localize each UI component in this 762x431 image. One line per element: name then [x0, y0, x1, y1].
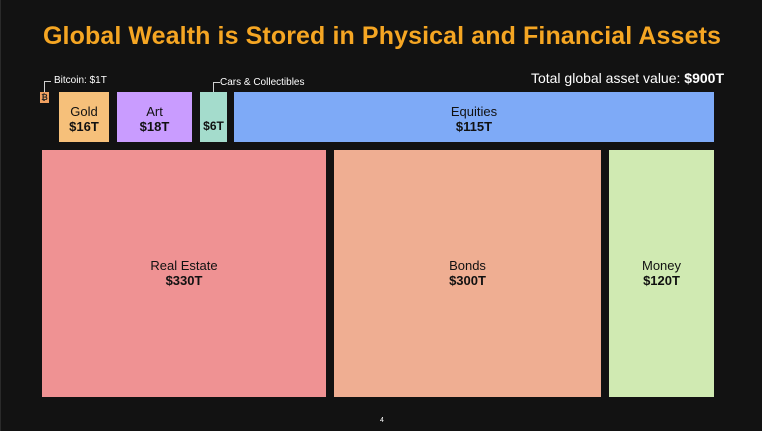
tile-equities-value: $115T	[455, 119, 493, 134]
chart-title: Global Wealth is Stored in Physical and …	[42, 22, 721, 50]
tile-cars-value: $6T	[203, 119, 224, 133]
cars-callout-line	[213, 82, 220, 93]
bitcoin-icon: ₿	[41, 93, 48, 102]
bitcoin-callout-label: Bitcoin: $1T	[54, 75, 107, 86]
tile-equities: Equities $115T	[234, 92, 714, 142]
tile-art: Art $18T	[117, 92, 192, 142]
tile-equities-label: Equities	[450, 104, 498, 119]
bitcoin-callout-line	[44, 81, 51, 92]
tile-real-estate-value: $330T	[165, 273, 203, 288]
tile-gold: Gold $16T	[59, 92, 109, 142]
total-value: $900T	[684, 70, 724, 86]
page-number: 4	[380, 417, 384, 424]
tile-bonds: Bonds $300T	[334, 150, 601, 397]
tile-bonds-value: $300T	[449, 273, 486, 288]
tile-money-value: $120T	[643, 273, 680, 288]
cars-callout-label: Cars & Collectibles	[220, 77, 305, 88]
tile-real-estate: Real Estate $330T	[42, 150, 326, 397]
tile-art-label: Art	[146, 104, 163, 119]
total-asset-value: Total global asset value: $900T	[531, 70, 724, 86]
tile-gold-label: Gold	[70, 104, 98, 119]
tile-bitcoin: ₿	[40, 92, 49, 103]
tile-art-value: $18T	[139, 119, 170, 134]
tile-real-estate-label: Real Estate	[150, 258, 218, 273]
tile-cars: $6T	[200, 92, 227, 142]
tile-money: Money $120T	[609, 150, 714, 397]
total-label: Total global asset value:	[530, 70, 685, 86]
tile-bonds-label: Bonds	[449, 258, 486, 273]
tile-money-label: Money	[641, 258, 682, 273]
tile-gold-value: $16T	[69, 119, 99, 134]
